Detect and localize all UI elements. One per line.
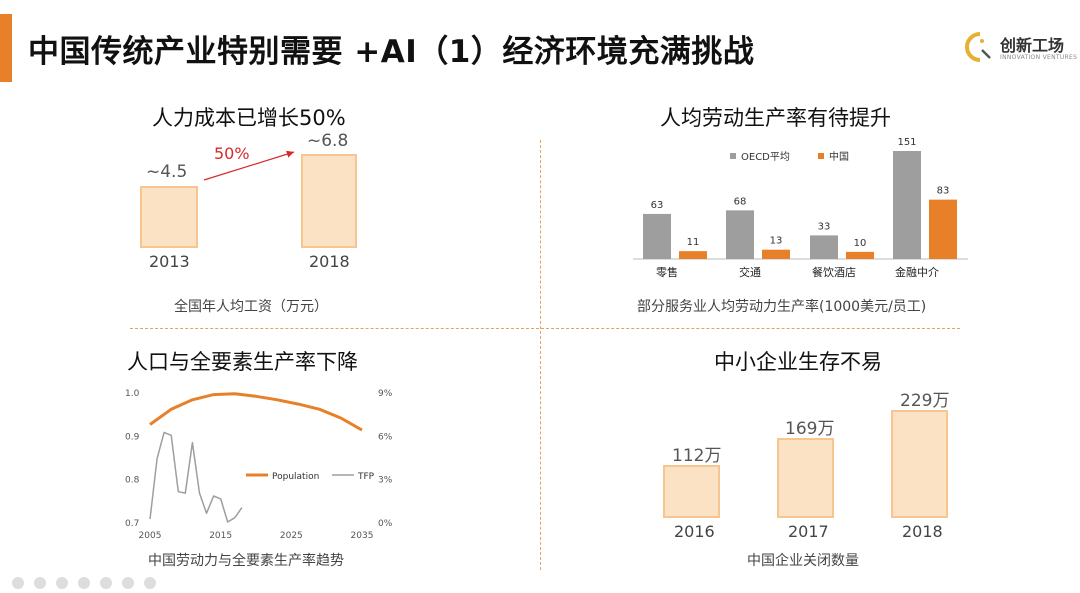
slide-dot (100, 577, 112, 589)
data-label: 83 (937, 186, 950, 197)
bar (810, 235, 838, 259)
panel4-x-label: 2018 (902, 522, 943, 541)
data-label: 68 (734, 196, 747, 207)
legend-label: OECD平均 (741, 151, 790, 163)
data-label: 63 (651, 200, 664, 211)
logo-subtext: INNOVATION VENTURES (1000, 54, 1078, 61)
panel1-value-label: ~6.8 (307, 131, 349, 151)
bar (762, 249, 790, 259)
data-label: 33 (818, 221, 831, 232)
panel4-bar (663, 465, 720, 518)
growth-annotation: 50% (214, 144, 250, 163)
legend-label: TFP (357, 472, 375, 482)
data-label: 13 (770, 236, 783, 247)
slide-dot (12, 577, 24, 589)
panel4-bar (777, 438, 834, 518)
logo-text: 创新工场 (1000, 36, 1065, 55)
x-tick: 2035 (351, 531, 374, 541)
panel2-caption: 部分服务业人均劳动力生产率(1000美元/员工) (637, 299, 927, 315)
data-label: 11 (687, 237, 700, 248)
title-accent-bar (0, 14, 12, 82)
panel1-value-label: ~4.5 (146, 162, 188, 182)
category-label: 零售 (656, 265, 678, 279)
panel1-title: 人力成本已增长50% (152, 106, 346, 130)
category-label: 金融中介 (895, 265, 939, 279)
y-tick-right: 3% (378, 476, 393, 486)
slide-dot (144, 577, 156, 589)
page-title: 中国传统产业特别需要 +AI（1）经济环境充满挑战 (28, 34, 755, 70)
legend-swatch (730, 153, 736, 159)
slide-dot (56, 577, 68, 589)
divider-horizontal (130, 328, 960, 329)
panel2-title: 人均劳动生产率有待提升 (660, 106, 891, 130)
series-line-population (149, 392, 363, 432)
panel3-caption: 中国劳动力与全要素生产率趋势 (148, 553, 344, 569)
lightbulb-icon (965, 32, 991, 62)
growth-arrow (203, 150, 295, 181)
legend-label: Population (272, 472, 319, 482)
bar (643, 213, 671, 259)
population-tfp-chart: 0.7 0.8 0.9 1.0 0% 3% 6% 9% 2005 2015 2025 2035 Popu… (125, 389, 393, 541)
legend-label: 中国 (829, 150, 849, 163)
legend-swatch (818, 153, 824, 159)
panel1-bar (140, 185, 198, 248)
slide-dot (122, 577, 134, 589)
y-tick-right: 6% (378, 432, 393, 442)
x-tick: 2015 (209, 531, 232, 541)
category-label: 餐饮酒店 (812, 265, 856, 279)
category-label: 交通 (739, 265, 761, 279)
panel4-x-label: 2017 (788, 522, 829, 541)
x-tick: 2005 (139, 531, 162, 541)
y-tick-left: 1.0 (125, 389, 140, 399)
bar (893, 151, 921, 259)
bar (929, 199, 957, 259)
y-tick-right: 0% (378, 519, 393, 529)
panel4-value-label: 169万 (785, 419, 835, 440)
data-label: 151 (897, 137, 916, 148)
logo: 创新工场 INNOVATION VENTURES (956, 28, 1078, 68)
y-tick-left: 0.8 (125, 476, 140, 486)
panel1-x-label: 2018 (309, 252, 350, 271)
slide-dot (34, 577, 46, 589)
y-tick-right: 9% (378, 389, 393, 399)
panel4-caption: 中国企业关闭数量 (747, 553, 859, 569)
productivity-chart: OECD平均 中国 63 11 零售 68 13 交通 33 10 餐饮酒店 151 83 金融中介 (633, 137, 968, 279)
panel4-title: 中小企业生存不易 (714, 350, 882, 374)
y-tick-left: 0.7 (125, 519, 139, 529)
data-label: 10 (854, 238, 867, 249)
bar (846, 251, 874, 259)
bar (679, 251, 707, 259)
panel1-x-label: 2013 (149, 252, 190, 271)
x-tick: 2025 (280, 531, 303, 541)
slide-dot (78, 577, 90, 589)
panel4-bar (891, 410, 948, 518)
panel4-value-label: 229万 (900, 391, 950, 411)
y-tick-left: 0.9 (125, 432, 140, 442)
panel1-bar (301, 154, 357, 248)
panel1-caption: 全国年人均工资（万元） (174, 299, 328, 315)
series-line-tfp (149, 431, 243, 523)
bar (726, 210, 754, 259)
divider-vertical (540, 140, 541, 570)
slide-indicator (12, 574, 166, 593)
panel4-value-label: 112万 (672, 446, 722, 467)
panel3-title: 人口与全要素生产率下降 (127, 350, 358, 374)
panel4-x-label: 2016 (674, 522, 715, 541)
